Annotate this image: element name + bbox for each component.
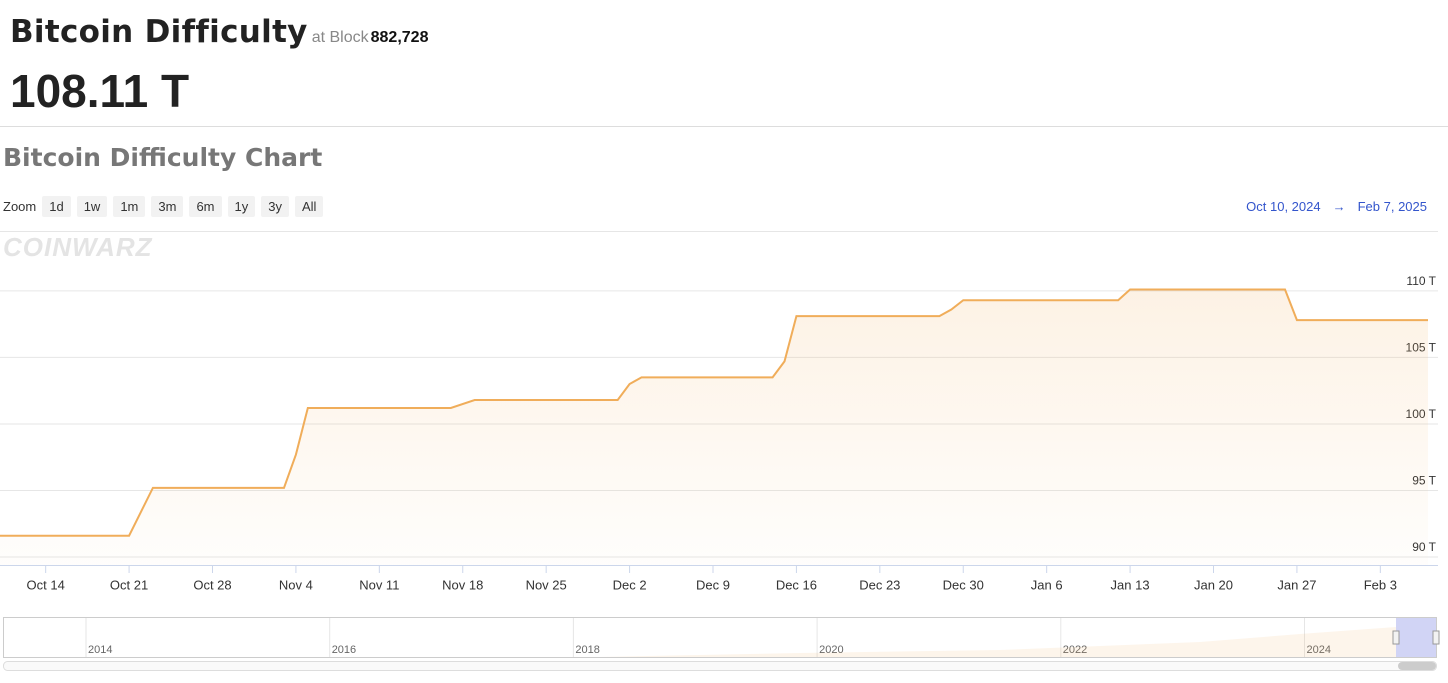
scrollbar-thumb[interactable]: [1398, 662, 1436, 670]
zoom-button[interactable]: 1d: [42, 196, 71, 217]
x-tick-label: Dec 23: [859, 577, 900, 592]
x-tick-label: Oct 21: [110, 577, 148, 592]
navigator-label: 2024: [1307, 644, 1331, 656]
range-from[interactable]: Oct 10, 2024: [1246, 199, 1321, 214]
x-tick-label: Nov 25: [526, 577, 567, 592]
zoom-button[interactable]: 1m: [113, 196, 146, 217]
x-tick-label: Dec 16: [776, 577, 817, 592]
zoom-button[interactable]: All: [294, 196, 324, 217]
zoom-button[interactable]: 3m: [151, 196, 184, 217]
navigator-label: 2018: [575, 644, 599, 656]
x-tick-label: Nov 4: [279, 577, 313, 592]
range-to[interactable]: Feb 7, 2025: [1357, 199, 1427, 214]
x-tick-label: Nov 18: [442, 577, 483, 592]
x-tick-label: Dec 30: [943, 577, 984, 592]
x-tick-label: Feb 3: [1364, 577, 1397, 592]
x-tick-label: Nov 11: [359, 577, 399, 592]
block-number: 882,728: [370, 29, 429, 46]
x-tick-label: Jan 6: [1031, 577, 1063, 592]
navigator-selection[interactable]: [1396, 618, 1436, 657]
navigator-handle-right[interactable]: [1432, 630, 1440, 645]
date-range: Oct 10, 2024 → Feb 7, 2025: [1240, 199, 1433, 214]
area: [0, 289, 1428, 565]
navigator-label: 2020: [819, 644, 843, 656]
navigator-label: 2016: [332, 644, 356, 656]
navigator-handle-left[interactable]: [1392, 630, 1400, 645]
line: [0, 288, 1428, 537]
header: Bitcoin Difficulty at Block 882,728: [10, 14, 428, 50]
zoom-button[interactable]: 3y: [261, 196, 289, 217]
watermark: COINWARZ: [3, 232, 153, 262]
y-tick-label: 110 T: [1406, 274, 1436, 288]
navigator-label: 2014: [88, 644, 112, 656]
navigator-area: [600, 627, 1396, 657]
zoom-row: Zoom 1d 1w 1m 3m 6m 1y 3y All: [3, 196, 324, 217]
x-tick-label: Jan 27: [1277, 577, 1316, 592]
chart-title: Bitcoin Difficulty Chart: [3, 143, 323, 172]
x-tick-label: Jan 20: [1194, 577, 1233, 592]
x-tick-label: Dec 9: [696, 577, 730, 592]
x-tick-label: Jan 13: [1111, 577, 1150, 592]
difficulty-value: 108.11 T: [10, 65, 190, 117]
block-label: at Block: [311, 29, 369, 46]
zoom-button[interactable]: 6m: [189, 196, 222, 217]
x-tick-label: Oct 28: [193, 577, 231, 592]
zoom-button[interactable]: 1y: [227, 196, 256, 217]
page-title: Bitcoin Difficulty: [10, 14, 308, 50]
zoom-button[interactable]: 1w: [76, 196, 108, 217]
zoom-label: Zoom: [3, 199, 37, 214]
divider: [0, 126, 1448, 127]
range-arrow: →: [1332, 199, 1346, 214]
x-tick-label: Dec 2: [613, 577, 647, 592]
scrollbar-track: [3, 661, 1437, 671]
x-tick-label: Oct 14: [27, 577, 65, 592]
navigator-label: 2022: [1063, 644, 1087, 656]
